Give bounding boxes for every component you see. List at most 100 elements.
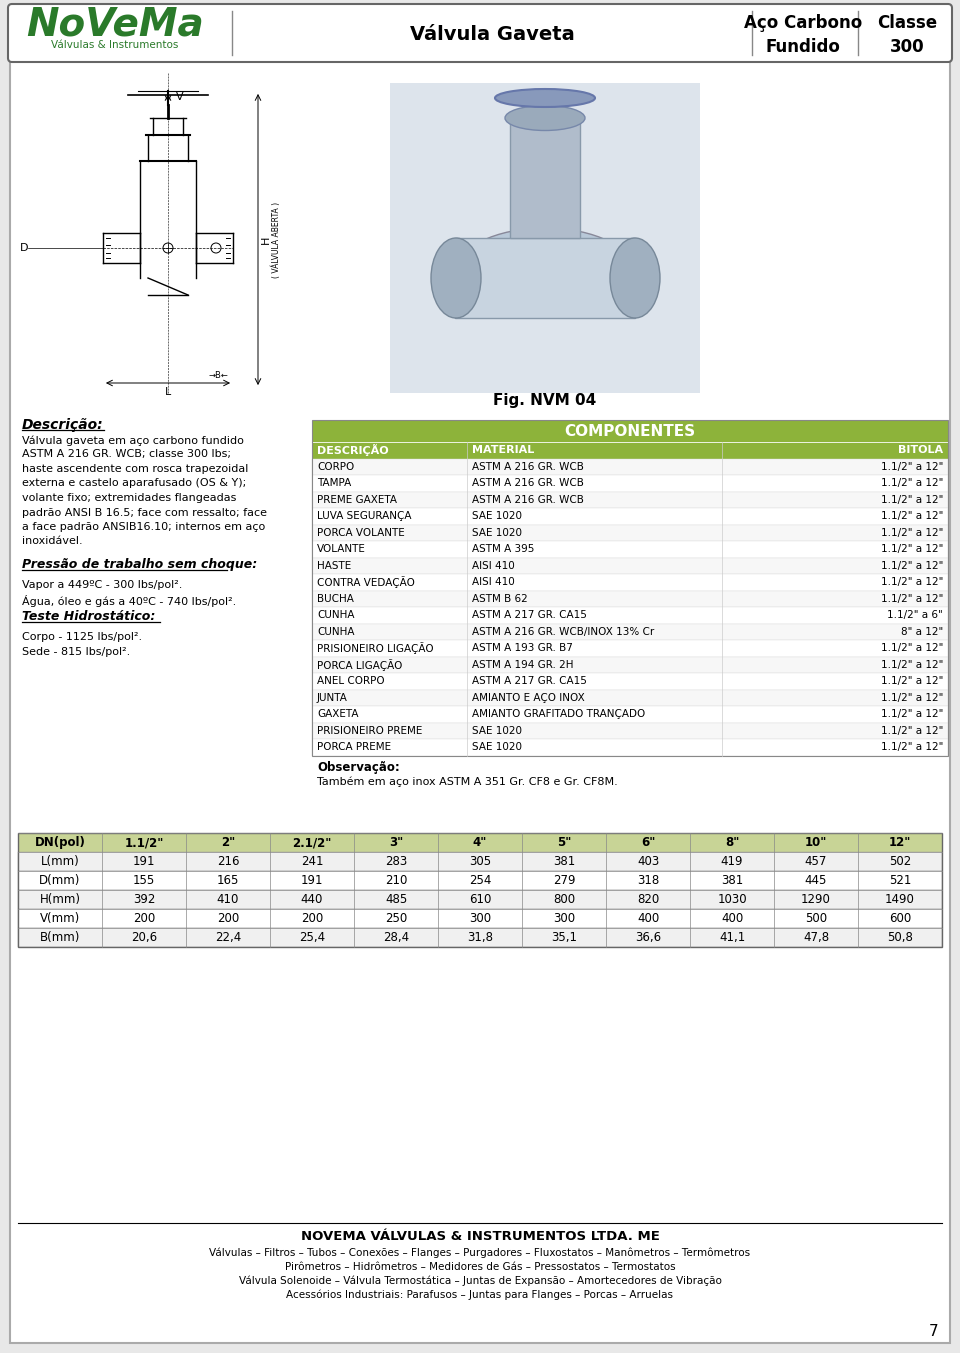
Text: SAE 1020: SAE 1020 [472,743,522,752]
Bar [510,118,580,238]
Bar [312,590,948,607]
Text: DN(pol): DN(pol) [35,836,85,848]
Ellipse shape [431,238,481,318]
Text: ASTM A 216 GR. WCB: ASTM A 216 GR. WCB [472,495,584,505]
Text: 22,4: 22,4 [215,931,241,944]
Text: ASTM A 216 GR. WCB: ASTM A 216 GR. WCB [472,461,584,472]
Text: 410: 410 [217,893,239,907]
Text: 1.1/2" a 12": 1.1/2" a 12" [880,709,943,720]
Text: NOVEMA VÁLVULAS & INSTRUMENTOS LTDA. ME: NOVEMA VÁLVULAS & INSTRUMENTOS LTDA. ME [300,1230,660,1243]
Bar [312,574,948,590]
Text: 1.1/2" a 12": 1.1/2" a 12" [880,478,943,488]
Bar [18,73,313,392]
Text: 155: 155 [132,874,156,888]
Text: 1.1/2" a 12": 1.1/2" a 12" [880,643,943,653]
Text: 2": 2" [221,836,235,848]
Text: 1.1/2" a 12": 1.1/2" a 12" [880,528,943,537]
Text: 35,1: 35,1 [551,931,577,944]
Text: 1.1/2" a 12": 1.1/2" a 12" [880,725,943,736]
Text: haste ascendente com rosca trapezoidal: haste ascendente com rosca trapezoidal [22,464,249,474]
Text: 403: 403 [636,855,660,869]
Text: Vapor a 449ºC - 300 lbs/pol².: Vapor a 449ºC - 300 lbs/pol². [22,580,182,590]
Text: CORPO: CORPO [317,461,354,472]
Text: Corpo - 1125 lbs/pol².: Corpo - 1125 lbs/pol². [22,632,142,643]
Text: PRISIONEIRO PREME: PRISIONEIRO PREME [317,725,422,736]
Text: 6": 6" [641,836,655,848]
Text: 1.1/2" a 12": 1.1/2" a 12" [880,495,943,505]
Text: AMIANTO GRAFITADO TRANÇADO: AMIANTO GRAFITADO TRANÇADO [472,709,645,720]
Text: Descrição:: Descrição: [22,418,104,432]
Text: JUNTA: JUNTA [317,693,348,702]
Text: ASTM A 194 GR. 2H: ASTM A 194 GR. 2H [472,660,573,670]
Text: volante fixo; extremidades flangeadas: volante fixo; extremidades flangeadas [22,492,236,503]
Ellipse shape [505,106,585,130]
Text: AMIANTO E AÇO INOX: AMIANTO E AÇO INOX [472,693,585,702]
Text: Válvula Solenoide – Válvula Termostática – Juntas de Expansão – Amortecedores de: Válvula Solenoide – Válvula Termostática… [239,1276,721,1287]
Text: 1.1/2" a 12": 1.1/2" a 12" [880,676,943,686]
Text: ( VÁLVULA ABERTA ): ( VÁLVULA ABERTA ) [272,202,280,279]
Bar [312,656,948,672]
Text: 210: 210 [385,874,407,888]
Text: ASTM A 216 GR. WCB: ASTM A 216 GR. WCB [472,478,584,488]
Text: V(mm): V(mm) [40,912,80,925]
Text: NoVeMa: NoVeMa [26,5,204,45]
Bar [312,557,948,574]
Text: COMPONENTES: COMPONENTES [564,423,696,438]
Text: 191: 191 [300,874,324,888]
Bar [312,624,948,640]
Text: 191: 191 [132,855,156,869]
Text: Aço Carbono
Fundido: Aço Carbono Fundido [744,14,862,57]
Text: Também em aço inox ASTM A 351 Gr. CF8 e Gr. CF8M.: Também em aço inox ASTM A 351 Gr. CF8 e … [317,777,617,787]
Bar [312,541,948,557]
Text: 10": 10" [804,836,828,848]
Text: 254: 254 [468,874,492,888]
Text: ANEL CORPO: ANEL CORPO [317,676,385,686]
Text: 8": 8" [725,836,739,848]
Text: 485: 485 [385,893,407,907]
Text: 200: 200 [132,912,156,925]
Bar [312,672,948,690]
Text: H: H [261,235,271,244]
Text: PORCA VOLANTE: PORCA VOLANTE [317,528,405,537]
Text: 381: 381 [721,874,743,888]
Text: ASTM B 62: ASTM B 62 [472,594,528,603]
Text: ASTM A 217 GR. CA15: ASTM A 217 GR. CA15 [472,610,587,620]
Text: 1.1/2" a 12": 1.1/2" a 12" [880,578,943,587]
Text: GAXETA: GAXETA [317,709,358,720]
Text: 400: 400 [636,912,660,925]
Text: ASTM A 395: ASTM A 395 [472,544,535,555]
Bar [312,739,948,755]
Text: 1.1/2": 1.1/2" [124,836,164,848]
Text: SAE 1020: SAE 1020 [472,511,522,521]
Text: 419: 419 [721,855,743,869]
Text: 1030: 1030 [717,893,747,907]
Text: 610: 610 [468,893,492,907]
Text: MATERIAL: MATERIAL [472,445,535,455]
Text: Sede - 815 lbs/pol².: Sede - 815 lbs/pol². [22,647,131,658]
Text: 41,1: 41,1 [719,931,745,944]
Text: 200: 200 [300,912,324,925]
Text: L(mm): L(mm) [40,855,80,869]
Text: 600: 600 [889,912,911,925]
Text: Pressão de trabalho sem choque:: Pressão de trabalho sem choque: [22,557,257,571]
Text: SAE 1020: SAE 1020 [472,528,522,537]
Text: 457: 457 [804,855,828,869]
Bar [455,238,635,318]
Text: B(mm): B(mm) [39,931,81,944]
Text: Válvulas & Instrumentos: Válvulas & Instrumentos [51,41,179,50]
Text: Teste Hidrostático:: Teste Hidrostático: [22,610,156,622]
Text: 440: 440 [300,893,324,907]
Text: 1490: 1490 [885,893,915,907]
Text: ASTM A 216 GR. WCB; classe 300 lbs;: ASTM A 216 GR. WCB; classe 300 lbs; [22,449,231,460]
Text: 20,6: 20,6 [131,931,157,944]
Bar [18,890,942,909]
Text: PORCA LIGAÇÃO: PORCA LIGAÇÃO [317,659,402,671]
Text: TAMPA: TAMPA [317,478,351,488]
Text: LUVA SEGURANÇA: LUVA SEGURANÇA [317,511,412,521]
Text: 279: 279 [553,874,575,888]
Ellipse shape [610,238,660,318]
Text: Acessórios Industriais: Parafusos – Juntas para Flanges – Porcas – Arruelas: Acessórios Industriais: Parafusos – Junt… [286,1289,674,1300]
Text: 200: 200 [217,912,239,925]
Text: Válvulas – Filtros – Tubos – Conexões – Flanges – Purgadores – Fluxostatos – Man: Válvulas – Filtros – Tubos – Conexões – … [209,1247,751,1258]
Text: L: L [165,387,171,396]
